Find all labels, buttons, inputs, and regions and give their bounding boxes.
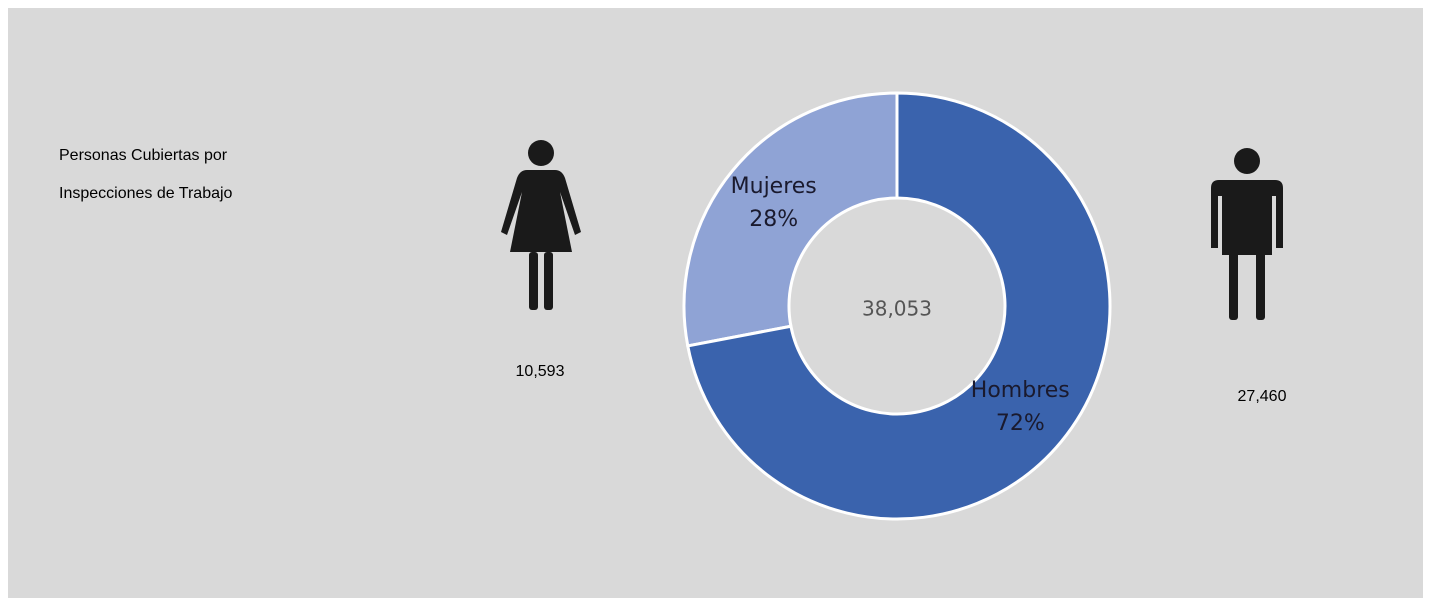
donut-segment xyxy=(682,91,899,348)
segment-name: Hombres xyxy=(971,378,1070,403)
count-label: 10,593 xyxy=(516,363,565,380)
center-total: 38,053 xyxy=(862,297,932,321)
woman-icon xyxy=(501,140,581,310)
donut-segment xyxy=(686,91,1112,521)
segment-name: Mujeres xyxy=(731,174,817,199)
count-label: 27,460 xyxy=(1238,388,1287,405)
segment-value: 72% xyxy=(996,411,1045,436)
segment-value: 28% xyxy=(749,207,798,232)
chart-title: Personas Cubiertas por Inspecciones de T… xyxy=(59,147,233,202)
man-icon xyxy=(1211,148,1283,320)
